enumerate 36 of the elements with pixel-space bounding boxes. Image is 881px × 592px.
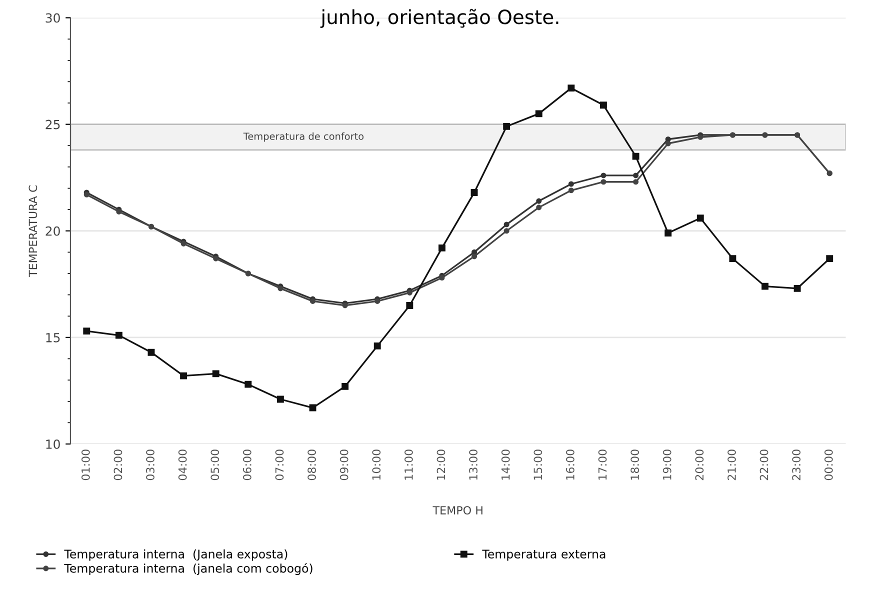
x-tick-label: 11:00: [404, 450, 413, 480]
y-tick-label: 25: [46, 120, 60, 130]
y-tick-label: 10: [46, 439, 60, 449]
x-tick-label: 16:00: [566, 450, 574, 480]
x-tick-label: 04:00: [178, 450, 187, 480]
x-tick-label: 19:00: [662, 450, 672, 480]
x-tick-label: 13:00: [469, 450, 478, 480]
chart-title: junho, orientação Oeste.: [320, 8, 558, 28]
y-tick-label: 15: [46, 333, 60, 342]
x-tick-label: 22:00: [760, 450, 768, 480]
x-tick-label: 08:00: [308, 450, 316, 480]
x-axis-title: TEMPO H: [432, 506, 482, 514]
x-tick-label: 10:00: [372, 450, 381, 480]
x-tick-label: 23:00: [792, 450, 801, 480]
x-tick-label: 03:00: [146, 450, 154, 480]
x-tick-label: 18:00: [630, 450, 640, 480]
x-tick-label: 17:00: [598, 450, 607, 480]
x-tick-label: 12:00: [436, 450, 446, 480]
x-tick-label: 05:00: [210, 450, 220, 480]
x-tick-label: 14:00: [501, 450, 510, 480]
legend-label: Temperatura interna (janela com cobogó): [64, 563, 312, 576]
x-tick-label: 20:00: [695, 450, 704, 480]
legend-label: Temperatura interna (Janela exposta): [64, 549, 288, 561]
band-label: Temperatura de conforto: [243, 132, 364, 142]
x-tick-label: 06:00: [242, 450, 252, 480]
x-tick-label: 21:00: [728, 450, 736, 480]
x-tick-label: 15:00: [534, 450, 542, 480]
x-tick-label: 02:00: [114, 450, 122, 480]
x-tick-label: 01:00: [81, 450, 90, 480]
y-tick-label: 30: [46, 13, 60, 23]
y-axis-title: TEMPERATURA C: [28, 185, 38, 278]
legend-label: Temperatura externa: [482, 550, 606, 561]
y-tick-label: 20: [46, 226, 60, 236]
x-tick-label: 09:00: [340, 450, 348, 480]
x-tick-label: 00:00: [824, 450, 833, 480]
x-tick-label: 07:00: [275, 450, 284, 480]
